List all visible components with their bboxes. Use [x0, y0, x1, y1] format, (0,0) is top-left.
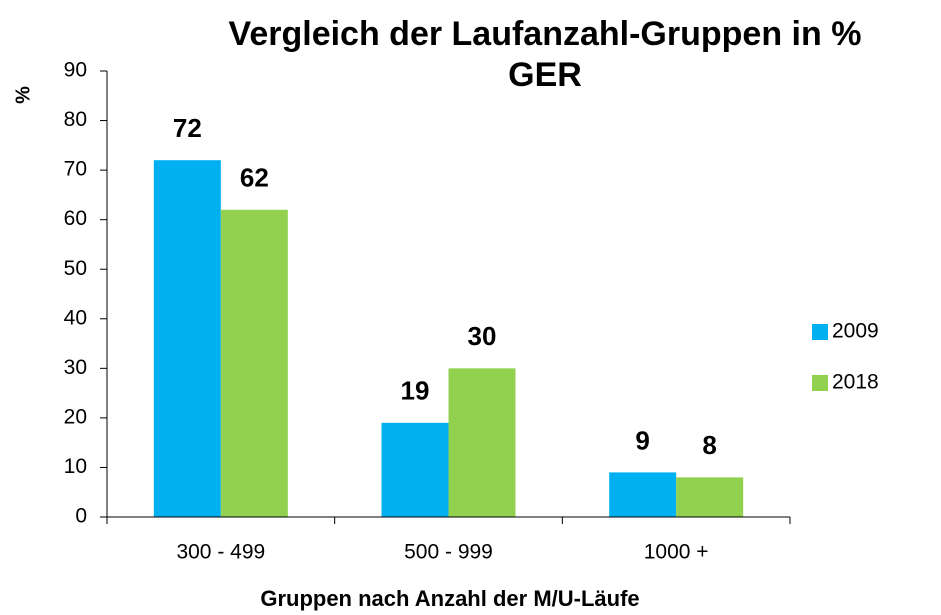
value-label: 19 [401, 376, 430, 406]
bar [220, 209, 288, 517]
legend-swatch [812, 324, 828, 340]
y-tick-label: 20 [64, 405, 87, 428]
value-label: 9 [635, 425, 649, 455]
value-label: 30 [468, 321, 497, 351]
bar [676, 477, 744, 517]
y-tick-label: 80 [64, 108, 87, 131]
value-label: 72 [173, 113, 202, 143]
x-tick-label: 500 - 999 [404, 541, 493, 564]
x-tick-label: 300 - 499 [176, 541, 265, 564]
y-tick-label: 60 [64, 207, 87, 230]
bar [609, 472, 677, 517]
legend-label: 2009 [832, 320, 879, 343]
chart-subtitle: GER [508, 56, 582, 94]
y-tick-label: 90 [64, 59, 87, 82]
x-axis-label: Gruppen nach Anzahl der M/U-Läufe [260, 586, 639, 611]
legend-swatch [812, 375, 828, 391]
y-tick-label: 50 [64, 257, 87, 280]
y-tick-label: 40 [64, 306, 87, 329]
legend-label: 2018 [832, 371, 879, 394]
x-tick-label: 1000 + [644, 541, 709, 564]
value-label: 62 [240, 163, 269, 193]
bar [153, 160, 221, 517]
y-tick-label: 70 [64, 158, 87, 181]
y-axis-label: % [12, 86, 34, 104]
y-tick-label: 30 [64, 356, 87, 379]
bar [381, 422, 449, 517]
chart-title: Vergleich der Laufanzahl-Gruppen in % [229, 15, 862, 53]
bar [448, 368, 516, 517]
value-label: 8 [702, 430, 716, 460]
y-tick-label: 10 [64, 455, 87, 478]
y-tick-label: 0 [75, 505, 87, 528]
